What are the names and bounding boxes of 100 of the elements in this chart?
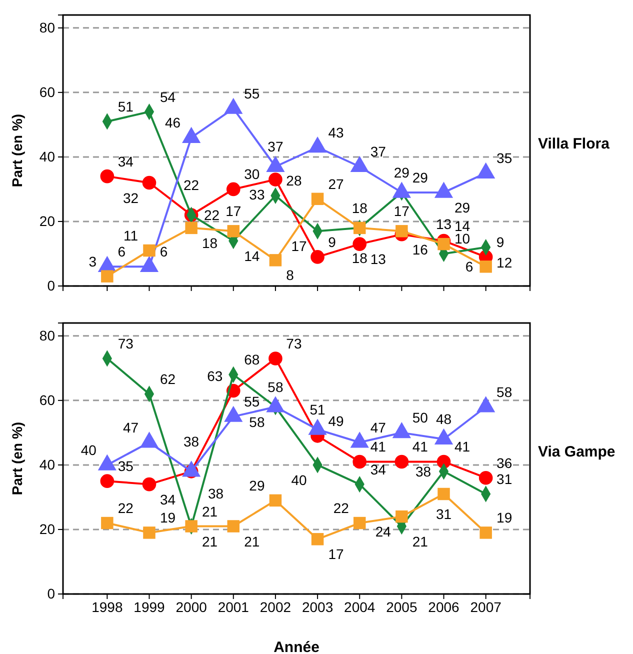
data-label: 8 (286, 267, 294, 284)
point (100, 169, 114, 184)
x-tick-label: 2005 (386, 598, 418, 615)
data-label: 24 (375, 524, 392, 540)
point (227, 225, 240, 238)
point (143, 526, 156, 539)
data-label: 58 (268, 378, 284, 395)
data-label: 41 (454, 438, 470, 455)
data-label: 18 (352, 250, 368, 266)
point (480, 260, 492, 273)
point (311, 533, 324, 546)
x-tick-label: 1999 (134, 598, 166, 615)
data-label: 6 (465, 258, 474, 275)
x-tick-label: 2000 (176, 598, 208, 615)
data-label: 47 (122, 419, 139, 436)
data-label: 29 (412, 169, 428, 186)
data-label: 37 (370, 144, 386, 160)
y-tick-label: 40 (39, 456, 56, 472)
point (101, 270, 114, 282)
data-label: 33 (249, 186, 265, 203)
data-label: 35 (118, 458, 134, 474)
data-label: 54 (160, 88, 176, 105)
data-label: 35 (496, 150, 512, 166)
y-tick-label: 0 (47, 585, 56, 602)
point (142, 477, 156, 492)
data-label: 27 (328, 176, 344, 192)
data-label: 34 (160, 491, 176, 508)
data-label: 11 (123, 228, 138, 244)
y-tick-label: 80 (39, 19, 56, 36)
point (101, 516, 114, 530)
data-label: 50 (412, 410, 428, 426)
data-label: 55 (244, 394, 260, 410)
y-tick-label: 60 (39, 84, 56, 100)
data-label: 37 (268, 138, 284, 155)
y-tick-label: 80 (39, 327, 56, 344)
point (226, 182, 240, 196)
point (142, 176, 156, 190)
data-label: 34 (370, 461, 386, 478)
point (352, 454, 367, 469)
y-tick-label: 20 (39, 212, 56, 229)
point (478, 470, 493, 485)
data-label: 22 (333, 500, 350, 516)
data-label: 30 (244, 166, 260, 182)
data-label: 6 (118, 244, 126, 260)
data-label: 18 (202, 234, 218, 251)
data-label: 22 (204, 207, 220, 224)
point (268, 172, 282, 186)
x-tick-label: 2006 (428, 598, 460, 615)
point (227, 520, 240, 532)
data-label: 47 (370, 419, 386, 436)
data-label: 51 (310, 401, 326, 418)
data-label: 21 (202, 503, 218, 520)
data-label: 3 (88, 253, 97, 270)
data-label: 51 (118, 98, 134, 114)
data-label: 16 (412, 241, 428, 258)
data-label: 29 (394, 164, 410, 180)
data-label: 73 (286, 335, 302, 352)
point (310, 250, 324, 264)
data-label: 17 (394, 203, 410, 220)
data-label: 38 (184, 433, 200, 450)
data-label: 36 (496, 454, 512, 471)
point (353, 516, 366, 530)
data-label: 9 (328, 234, 336, 250)
data-label: 14 (244, 248, 260, 264)
data-label: 58 (249, 414, 265, 430)
data-label: 19 (160, 510, 176, 526)
data-label: 41 (412, 438, 428, 455)
point (269, 494, 282, 507)
data-label: 55 (244, 86, 260, 102)
data-label: 31 (436, 506, 452, 522)
data-label: 38 (208, 485, 224, 502)
data-label: 40 (291, 472, 308, 488)
data-label: 21 (202, 533, 218, 550)
y-tick-label: 60 (39, 392, 56, 408)
point (100, 474, 114, 488)
data-label: 21 (244, 533, 260, 550)
data-label: 22 (118, 500, 134, 516)
y-axis-title: Part (en %) (9, 114, 25, 188)
x-axis-title: Année (274, 639, 320, 654)
data-label: 17 (291, 238, 308, 254)
data-label: 38 (415, 463, 432, 480)
y-axis-title: Part (en %) (9, 422, 25, 496)
data-label: 13 (436, 216, 452, 232)
data-label: 46 (165, 114, 181, 131)
x-tick-label: 2004 (344, 598, 376, 615)
y-tick-label: 40 (39, 148, 56, 164)
point (396, 510, 408, 523)
data-label: 29 (249, 477, 265, 494)
point (352, 237, 367, 251)
point (438, 238, 450, 250)
data-label: 41 (370, 438, 386, 455)
y-tick-label: 20 (39, 520, 56, 537)
text: Villa Flora (538, 136, 610, 152)
data-label: 28 (286, 172, 302, 189)
text: Via Gampe (538, 444, 616, 460)
data-label: 48 (436, 411, 452, 428)
x-tick-label: 2007 (470, 598, 502, 615)
data-label: 62 (160, 370, 176, 387)
x-tick-label: 2001 (218, 598, 250, 615)
data-label: 73 (118, 335, 134, 352)
